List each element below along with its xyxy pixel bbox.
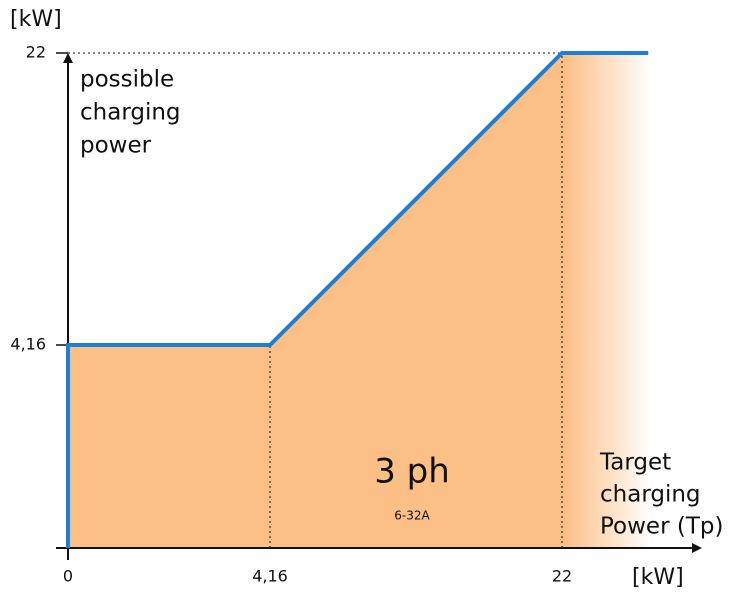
x-annotation: charging xyxy=(600,482,701,508)
x-tick-label: 22 xyxy=(552,567,572,586)
x-axis-label: [kW] xyxy=(632,565,684,590)
annotation: possible xyxy=(80,67,174,93)
line xyxy=(66,51,649,548)
y-tick-label: 4,16 xyxy=(10,335,46,354)
x-annotation: Power (Tp) xyxy=(600,514,723,540)
area xyxy=(68,53,649,548)
annotation: charging xyxy=(80,100,181,126)
center-subtitle: 6-32A xyxy=(394,509,430,523)
x-tick-label: 4,16 xyxy=(252,567,288,586)
y-axis-label: [kW] xyxy=(10,7,62,32)
x-annotation: Target xyxy=(599,450,671,476)
center-title: 3 ph xyxy=(374,452,450,492)
annotation: power xyxy=(80,133,152,159)
y-tick-label: 22 xyxy=(26,43,46,62)
x-tick-label: 0 xyxy=(63,567,73,586)
